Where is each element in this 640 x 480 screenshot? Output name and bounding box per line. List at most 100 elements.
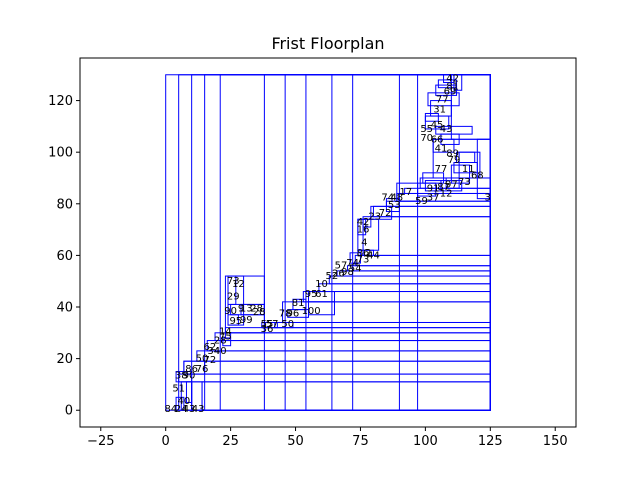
rect-label-82: 2 — [365, 248, 371, 259]
x-axis: −25 0 25 50 75 100 125 150 — [87, 427, 568, 449]
x-tick-label-7: 150 — [543, 434, 568, 449]
y-axis: 0 20 40 60 80 100 120 — [48, 94, 80, 419]
rect-label-40: 98 — [341, 267, 354, 278]
rect-label-47: 100 — [302, 306, 321, 317]
rect-label-76: 51 — [172, 383, 185, 394]
rect-label-51: 57 — [266, 319, 279, 330]
rect-label-70: 50 — [196, 354, 209, 365]
rect-label-26: 74 — [381, 192, 394, 203]
rect-label-79: 24 — [175, 404, 188, 415]
floorplan-rect-49 — [349, 252, 361, 264]
y-tick-label-0: 0 — [65, 404, 73, 419]
y-tick-label-3: 60 — [56, 249, 73, 264]
rect-label-48: 96 — [287, 308, 300, 319]
floorplan-rect-43 — [263, 321, 278, 329]
plot-frame — [79, 57, 577, 428]
rect-label-20: 91 — [427, 183, 440, 194]
floorplan-rect-53 — [362, 218, 372, 228]
floorplan-rect-75 — [437, 79, 458, 89]
rect-label-64: 14 — [219, 327, 232, 338]
x-tick-label-0: −25 — [87, 434, 114, 449]
rect-label-74: 38 — [175, 370, 188, 381]
rect-label-11: 41 — [435, 143, 448, 154]
rect-label-52: 55 — [261, 319, 274, 330]
rect-label-2: 81 — [446, 81, 459, 92]
rect-label-50: 50 — [281, 319, 294, 330]
rect-label-41: 26 — [332, 268, 345, 279]
floorplan-rect-46 — [292, 298, 307, 311]
x-tick-label-4: 75 — [352, 434, 369, 449]
floorplan-rect-73 — [427, 92, 460, 107]
floorplan-rect-48 — [308, 291, 335, 303]
rect-label-68: 40 — [214, 346, 227, 357]
rect-label-54: 12 — [232, 279, 245, 290]
rect-label-60: 28 — [250, 303, 263, 314]
rect-label-42: 52 — [326, 271, 339, 282]
rect-label-31: 42 — [357, 217, 370, 228]
y-tick-label-4: 80 — [56, 197, 73, 212]
floorplan-rect-69 — [435, 125, 473, 135]
floorplan-rect-84 — [183, 360, 206, 375]
rect-label-44: 95 — [305, 289, 318, 300]
rect-label-71: 72 — [203, 355, 216, 366]
rect-label-81: 43 — [192, 404, 205, 415]
x-tick-label-3: 50 — [287, 434, 304, 449]
rect-label-12: 89 — [446, 148, 459, 159]
floorplan-rect-67 — [432, 138, 455, 153]
floorplan-rect-54 — [370, 205, 393, 220]
rect-label-14: 77 — [435, 164, 448, 175]
rect-label-23: 59 — [415, 196, 428, 207]
y-tick-label-2: 40 — [56, 301, 73, 316]
rect-label-69: 34 — [207, 346, 220, 357]
rect-label-39: 57 — [335, 261, 348, 272]
rect-label-32: 16 — [357, 225, 370, 236]
rect-label-28: 3 — [485, 192, 491, 203]
rect-label-3: 69 — [444, 87, 457, 98]
floorplan-rect-55 — [385, 198, 400, 213]
rect-label-21: 12 — [440, 188, 453, 199]
floorplan-rect-80 — [175, 396, 185, 411]
rect-label-77: 40 — [178, 396, 191, 407]
floorplan-rect-65 — [458, 151, 481, 179]
y-tick-label-5: 100 — [48, 146, 73, 161]
rect-label-46: 81 — [292, 298, 305, 309]
floorplan-rect-62 — [450, 164, 471, 184]
rect-label-49: 78 — [279, 308, 292, 319]
rect-label-56: 29 — [227, 292, 240, 303]
floorplan-rect-42 — [240, 303, 265, 316]
floorplan-rect-66 — [476, 138, 491, 200]
rect-label-1: 42 — [446, 74, 459, 85]
rect-label-10: 66 — [431, 134, 444, 145]
floorplan-rectangles — [165, 74, 491, 411]
rect-label-24: 17 — [400, 187, 413, 198]
rect-label-59: 13 — [240, 303, 253, 314]
rect-label-8: 43 — [440, 124, 453, 135]
rect-label-30: 23 — [368, 212, 381, 223]
rect-label-17: 73 — [458, 177, 471, 188]
rect-label-72: 86 — [185, 364, 198, 375]
rect-label-65: 75 — [219, 332, 232, 343]
rect-label-7: 55 — [420, 124, 433, 135]
rect-label-18: 97 — [445, 179, 458, 190]
rect-label-25: 48 — [390, 192, 403, 203]
rect-label-58: 9 — [238, 303, 244, 314]
rect-label-16: 68 — [471, 170, 484, 181]
rect-label-66: 28 — [214, 336, 227, 347]
rect-label-67: 62 — [203, 342, 216, 353]
rect-label-43: 10 — [315, 279, 328, 290]
rect-label-22: 37 — [427, 192, 440, 203]
y-tick-label-6: 120 — [48, 94, 73, 109]
rect-label-38: 54 — [349, 263, 362, 274]
rect-label-5: 31 — [433, 105, 446, 116]
rect-label-63: 95 — [229, 316, 242, 327]
rect-label-19: 87 — [437, 182, 450, 193]
rect-label-78: 84 — [165, 404, 178, 415]
rect-label-61: 28 — [253, 307, 266, 318]
rect-label-53: 36 — [261, 324, 274, 335]
floorplan-rect-82 — [191, 381, 203, 411]
rect-label-6: 45 — [431, 120, 444, 131]
rect-label-62: 99 — [240, 315, 253, 326]
rect-label-33: 4 — [361, 238, 367, 249]
